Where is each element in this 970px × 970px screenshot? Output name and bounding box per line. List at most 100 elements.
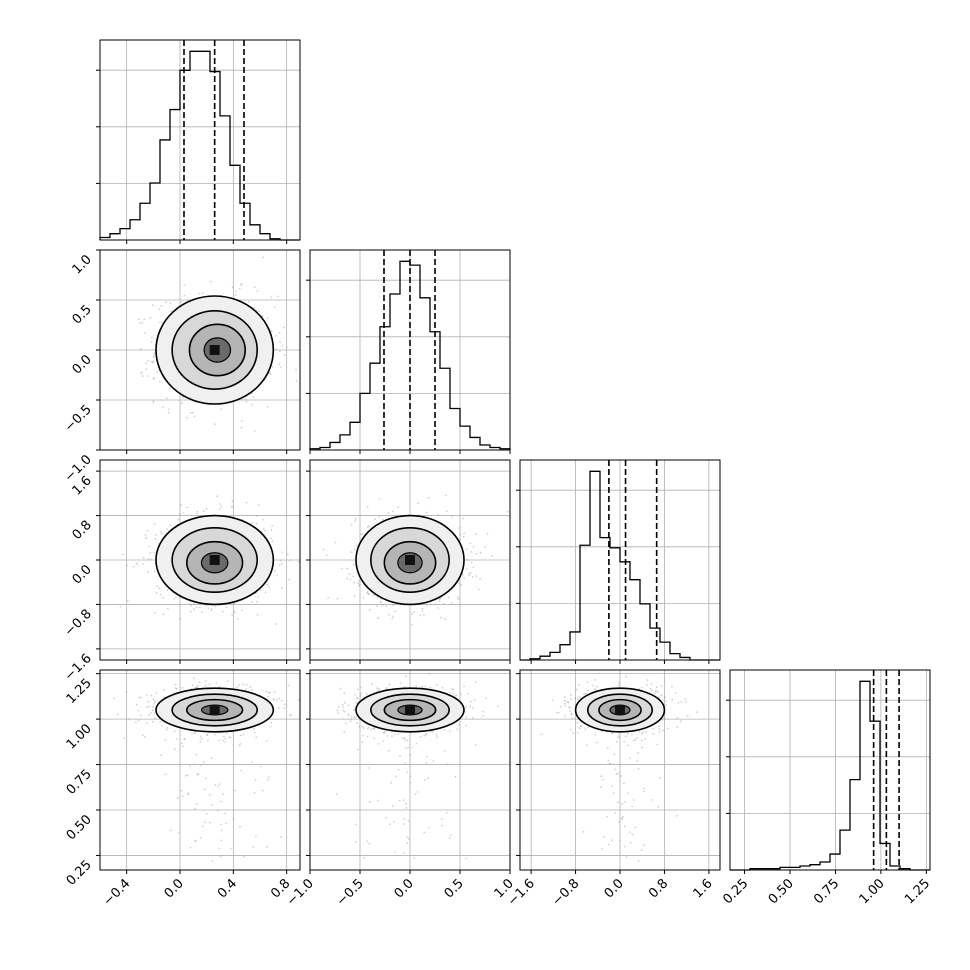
scatter-point	[409, 754, 412, 756]
scatter-point	[203, 788, 206, 791]
density-peak	[405, 705, 415, 715]
scatter-point	[411, 623, 414, 626]
scatter-point	[336, 597, 339, 600]
scatter-point	[152, 400, 155, 402]
scatter-point	[270, 296, 273, 299]
scatter-point	[224, 812, 227, 815]
scatter-point	[456, 728, 459, 730]
scatter-point	[372, 594, 375, 597]
scatter-point	[206, 813, 208, 815]
scatter-point	[354, 693, 357, 696]
scatter-point	[143, 736, 146, 738]
scatter-point	[385, 816, 387, 819]
scatter-point	[359, 695, 362, 698]
scatter-point	[211, 859, 214, 862]
scatter-point	[220, 505, 223, 508]
scatter-point	[205, 734, 208, 736]
scatter-point	[346, 567, 348, 570]
scatter-point	[284, 703, 286, 706]
scatter-point	[337, 712, 340, 715]
scatter-point	[182, 512, 185, 514]
scatter-point	[627, 792, 629, 794]
scatter-point	[350, 718, 353, 720]
scatter-point	[388, 683, 391, 686]
scatter-point	[389, 823, 391, 826]
scatter-point	[262, 256, 265, 259]
scatter-point	[404, 747, 407, 749]
scatter-point	[175, 687, 178, 690]
scatter-point	[146, 694, 149, 696]
scatter-point	[387, 749, 390, 752]
scatter-point	[126, 600, 129, 602]
scatter-point	[214, 784, 217, 786]
scatter-point	[645, 683, 648, 686]
scatter-point	[477, 588, 480, 591]
scatter-point	[463, 532, 465, 535]
scatter-point	[440, 818, 443, 820]
scatter-point	[474, 533, 477, 536]
scatter-point	[261, 789, 264, 792]
scatter-point	[475, 552, 478, 555]
scatter-point	[200, 737, 203, 740]
scatter-point	[204, 685, 207, 687]
scatter-point	[398, 799, 401, 802]
scatter-point	[160, 724, 163, 727]
scatter-point	[471, 717, 474, 719]
scatter-point	[391, 805, 394, 807]
scatter-point	[160, 532, 163, 535]
scatter-point	[376, 605, 379, 607]
axes-frame	[99, 39, 301, 241]
scatter-point	[241, 283, 244, 285]
scatter-point	[425, 761, 427, 764]
scatter-point	[637, 751, 640, 754]
scatter-point	[203, 761, 205, 763]
scatter-point	[251, 761, 254, 764]
scatter-point	[188, 603, 191, 605]
scatter-point	[339, 687, 342, 690]
scatter-point	[191, 411, 194, 414]
scatter-point	[147, 571, 150, 574]
scatter-point	[393, 733, 396, 736]
scatter-point	[564, 699, 567, 702]
density-peak	[209, 705, 220, 715]
scatter-point	[443, 729, 446, 731]
scatter-point	[255, 600, 258, 603]
scatter-point	[441, 824, 444, 827]
scatter-point	[423, 831, 426, 834]
scatter-point	[463, 685, 466, 688]
scatter-point	[435, 733, 438, 736]
scatter-point	[382, 740, 385, 743]
scatter-point	[154, 612, 156, 614]
scatter-point	[177, 797, 179, 799]
scatter-point	[190, 604, 192, 607]
scatter-point	[394, 610, 397, 613]
scatter-point	[677, 701, 680, 704]
scatter-point	[198, 606, 201, 609]
scatter-point	[95, 336, 97, 338]
scatter-point	[376, 799, 379, 802]
scatter-point	[218, 686, 221, 688]
scatter-point	[403, 737, 406, 739]
scatter-point	[475, 575, 478, 577]
scatter-point	[640, 686, 643, 689]
scatter-point	[325, 554, 328, 557]
scatter-point	[373, 737, 375, 740]
scatter-point	[267, 586, 270, 588]
scatter-point	[445, 811, 448, 814]
scatter-point	[138, 696, 141, 699]
scatter-point	[362, 597, 365, 600]
scatter-point	[123, 737, 126, 740]
scatter-point	[640, 849, 643, 852]
scatter-point	[218, 783, 221, 785]
scatter-point	[297, 699, 300, 702]
scatter-point	[267, 695, 269, 698]
scatter-point	[169, 387, 171, 389]
scatter-point	[226, 680, 229, 683]
scatter-point	[470, 551, 473, 553]
scatter-point	[343, 710, 346, 713]
scatter-point	[209, 821, 211, 824]
scatter-point	[196, 773, 199, 775]
scatter-point	[373, 727, 376, 729]
scatter-point	[164, 739, 167, 741]
scatter-point	[116, 713, 119, 716]
